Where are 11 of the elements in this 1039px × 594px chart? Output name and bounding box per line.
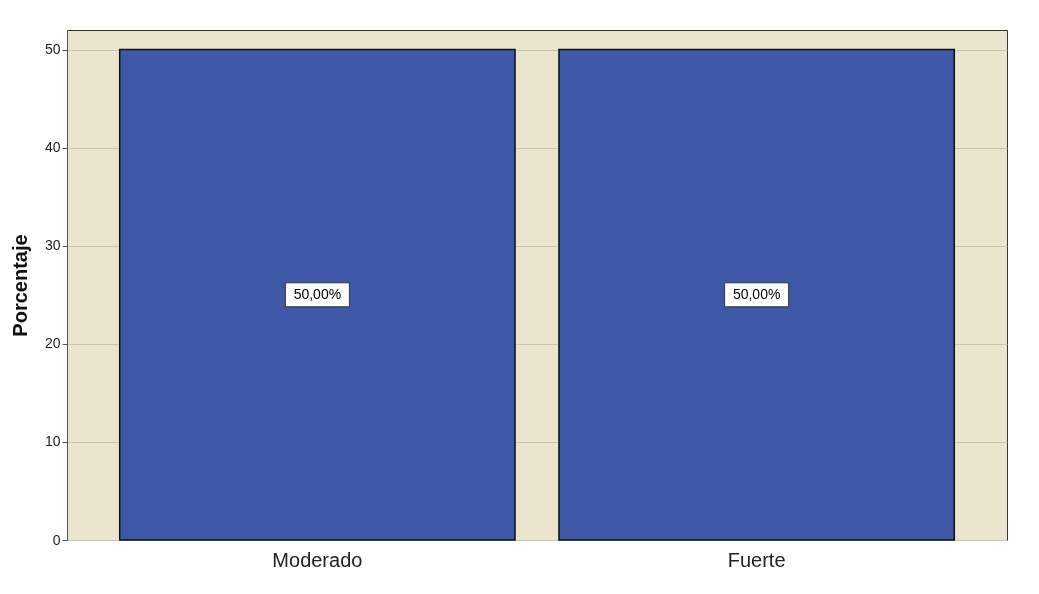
x-tick-label: Moderado bbox=[272, 548, 363, 571]
y-axis-title: Porcentaje bbox=[8, 234, 31, 337]
y-tick-label: 30 bbox=[44, 237, 61, 254]
y-tick-label: 50 bbox=[44, 41, 61, 58]
y-tick-label: 0 bbox=[52, 531, 61, 548]
data-label: 50,00% bbox=[293, 285, 342, 302]
y-tick-label: 40 bbox=[44, 139, 61, 156]
y-tick-label: 20 bbox=[44, 335, 61, 352]
x-tick-label: Fuerte bbox=[727, 548, 786, 571]
data-label: 50,00% bbox=[732, 285, 781, 302]
y-tick-label: 10 bbox=[44, 433, 61, 450]
